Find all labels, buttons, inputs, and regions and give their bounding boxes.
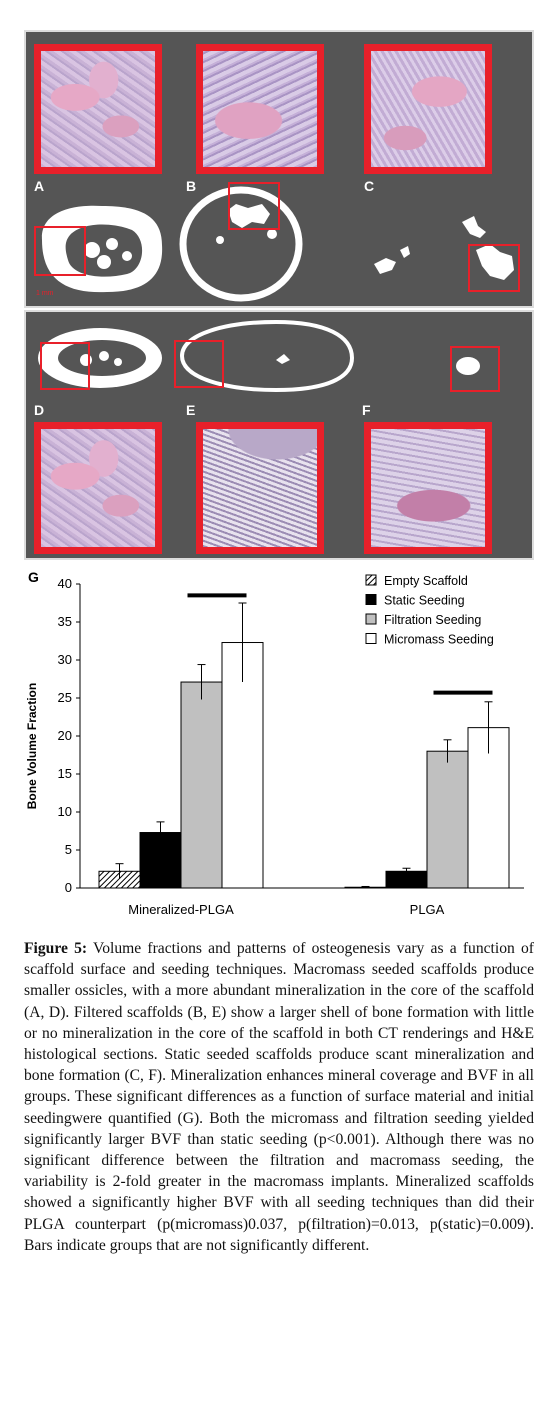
ct-render-e <box>179 319 355 393</box>
legend-label: Empty Scaffold <box>384 574 468 588</box>
panel-letter-a: A <box>34 178 45 194</box>
y-tick-label: 35 <box>58 614 72 629</box>
ct-render-f <box>456 357 480 375</box>
panel-letter-e: E <box>186 402 196 418</box>
bar <box>467 727 510 889</box>
y-tick-label: 40 <box>58 576 72 591</box>
histology-image-f <box>364 422 492 554</box>
legend-swatch <box>365 613 377 625</box>
caption-label: Figure 5: <box>24 940 88 957</box>
histology-image-a <box>34 44 162 174</box>
y-tick-label: 5 <box>65 842 72 857</box>
roi-box-c <box>468 244 520 292</box>
y-tick-label: 30 <box>58 652 72 667</box>
chart-panel-label: G <box>28 569 39 585</box>
figure-caption: Figure 5: Volume fractions and patterns … <box>24 938 534 1256</box>
histology-image-c <box>364 44 492 174</box>
x-category-label: PLGA <box>410 902 445 917</box>
bar-chart-svg: G Bone Volume Fraction 0 5 10 15 20 25 30 35 40 M… <box>25 569 524 917</box>
panel-letter-d: D <box>34 402 45 418</box>
figure-panel-bottom: D E F <box>24 310 534 560</box>
legend-label: Micromass Seeding <box>384 633 494 647</box>
y-tick-label: 0 <box>65 880 72 895</box>
ct-render-b <box>179 186 303 302</box>
bar <box>221 642 264 889</box>
legend-label: Filtration Seeding <box>384 613 481 627</box>
ct-render-c <box>374 216 514 280</box>
x-category-label: Mineralized-PLGA <box>128 902 234 917</box>
panel-letter-c: C <box>364 178 375 194</box>
y-axis-label: Bone Volume Fraction <box>25 683 39 809</box>
legend-swatch <box>365 594 377 605</box>
legend-swatch <box>365 633 377 644</box>
y-tick-label: 20 <box>58 728 72 743</box>
roi-box-f <box>450 346 500 392</box>
panel-letter-b: B <box>186 178 197 194</box>
roi-box-e <box>174 340 224 388</box>
figure-panel-top: A B C 1 mm <box>24 30 534 308</box>
y-tick-label: 25 <box>58 690 72 705</box>
y-tick-label: 10 <box>58 804 72 819</box>
y-tick-label: 15 <box>58 766 72 781</box>
legend-label: Static Seeding <box>384 594 465 608</box>
bar <box>426 750 469 889</box>
histology-image-b <box>196 44 324 174</box>
legend-swatch <box>365 574 377 586</box>
histology-image-e <box>196 422 324 554</box>
bar-chart: G Bone Volume Fraction 0 5 10 15 20 25 30 35 40 M… <box>24 566 534 926</box>
roi-box-d <box>40 342 90 390</box>
panel-letter-f: F <box>362 402 371 418</box>
caption-text: Volume fractions and patterns of osteoge… <box>24 940 534 1254</box>
bar <box>180 681 223 889</box>
scale-label: 1 mm <box>36 290 54 297</box>
histology-image-d <box>34 422 162 554</box>
roi-box-a <box>34 226 86 276</box>
roi-box-b <box>228 182 280 230</box>
